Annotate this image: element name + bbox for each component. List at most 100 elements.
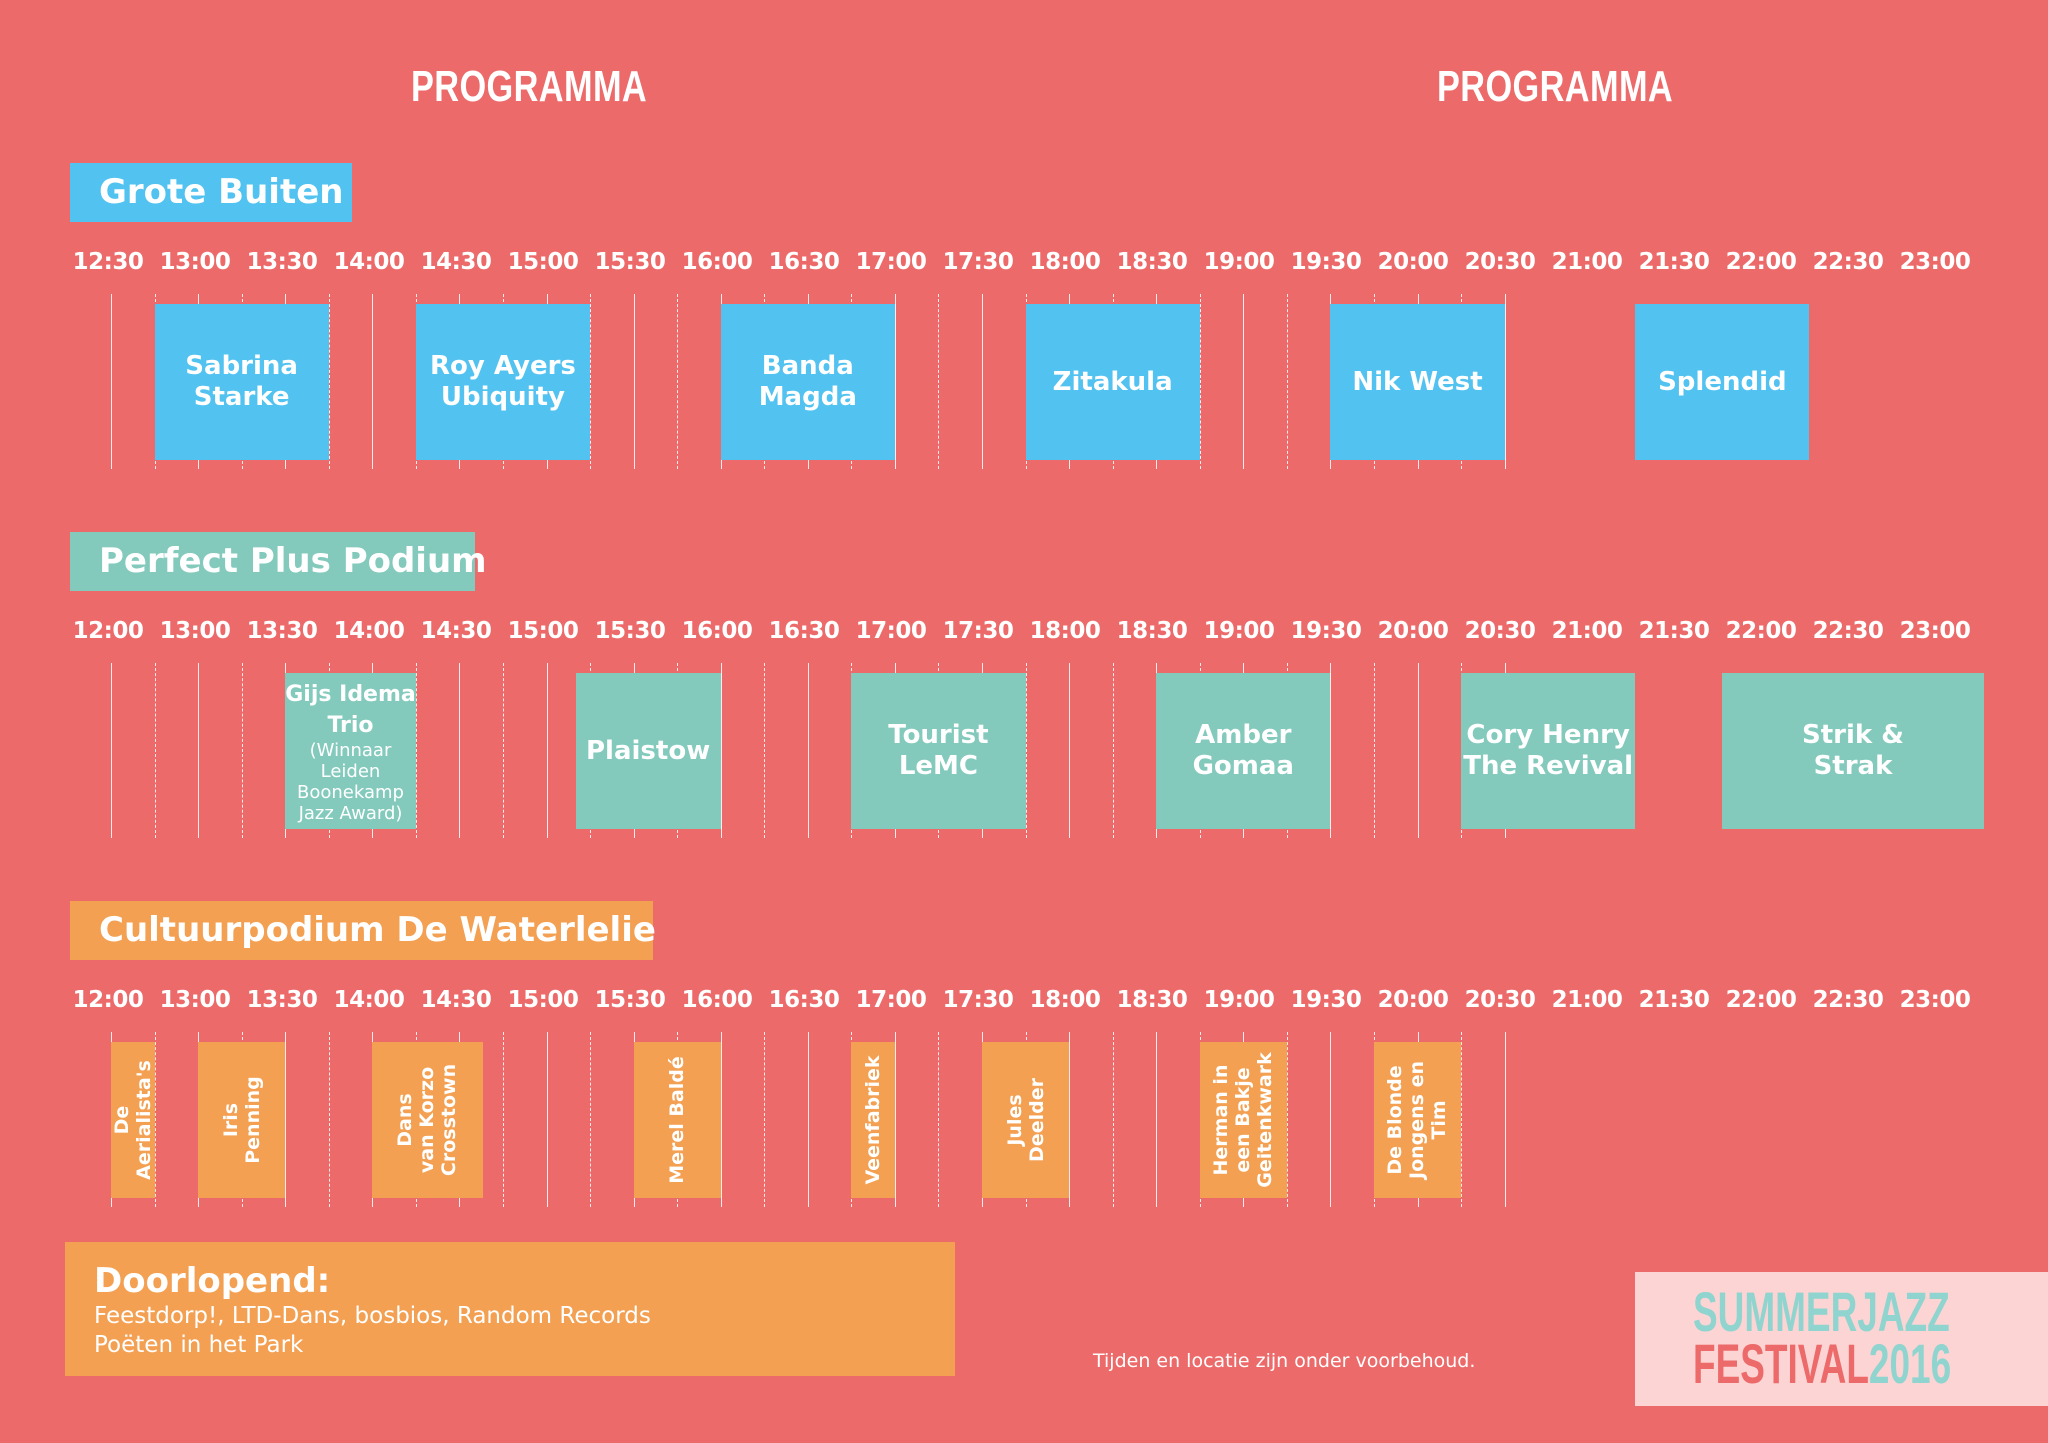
grid-line [328,294,330,469]
grid-line [764,663,766,838]
act-block[interactable]: Amber Gomaa [1156,673,1331,829]
time-label: 19:30 [1290,249,1362,275]
time-label: 14:00 [333,249,405,275]
grid-line [720,663,722,838]
act-name: Cory Henry The Revival [1463,720,1634,781]
doorlopend-line-1: Feestdorp!, LTD-Dans, bosbios, Random Re… [94,1303,651,1329]
act-name: Veenfabriek [862,1055,885,1185]
grid-line [502,663,504,838]
time-label: 19:30 [1290,618,1362,644]
time-label: 21:00 [1551,249,1623,275]
act-block[interactable]: Roy Ayers Ubiquity [415,304,591,460]
time-label: 22:30 [1812,987,1884,1013]
time-label: 19:00 [1203,618,1275,644]
act-block[interactable]: Banda Magda [720,304,895,460]
act-block[interactable]: Splendid [1635,304,1810,460]
act-block[interactable]: Jules Deelder [982,1042,1070,1198]
grid-line [894,1032,896,1207]
act-block[interactable]: Sabrina Starke [154,304,329,460]
grid-line [372,294,374,469]
grid-line [764,1032,766,1207]
logo-line-1: SUMMERJAZZ [1693,1280,1950,1343]
time-label: 15:30 [594,618,666,644]
time-label: 14:00 [333,618,405,644]
act-name: Zitakula [1052,366,1173,397]
act-block[interactable]: Veenfabriek [851,1042,895,1198]
time-label: 17:00 [855,618,927,644]
time-row: 12:30 13:00 13:30 14:00 14:30 15:00 15:30 16:00… [0,249,2048,289]
act-subtitle: (Winnaar Leiden Boonekamp Jazz Award) [297,740,404,824]
time-label: 13:00 [159,618,231,644]
act-name: Splendid [1658,366,1787,397]
time-row: 12:00 13:00 13:30 14:00 14:30 15:00 15:30 16:00… [0,987,2048,1027]
act-block[interactable]: Merel Baldé [633,1042,721,1198]
act-block[interactable]: Gijs Idema Trio (Winnaar Leiden Boonekamp… [285,673,416,829]
time-label: 18:30 [1116,249,1188,275]
time-label: 21:30 [1638,249,1710,275]
grid-line [546,663,548,838]
act-block[interactable]: Strik & Strak [1722,673,1984,829]
programma-heading-left: PROGRAMMA [411,62,648,111]
act-block[interactable]: Zitakula [1025,304,1200,460]
act-block[interactable]: Plaistow [575,673,721,829]
time-label: 20:30 [1464,618,1536,644]
time-label: 21:00 [1551,987,1623,1013]
time-label: 20:30 [1464,249,1536,275]
time-label: 18:30 [1116,618,1188,644]
time-label: 15:30 [594,987,666,1013]
act-block[interactable]: Iris Penning [198,1042,286,1198]
grid-line [938,1032,940,1207]
grid-line [720,1032,722,1207]
time-label: 14:30 [420,987,492,1013]
time-label: 21:00 [1551,618,1623,644]
grid-line [328,1032,330,1207]
time-label: 16:30 [768,618,840,644]
time-label: 16:00 [681,987,753,1013]
time-label: 18:30 [1116,987,1188,1013]
grid-line [590,1032,592,1207]
time-label: 17:30 [942,987,1014,1013]
grid-line [1243,294,1245,469]
programma-heading-right: PROGRAMMA [1437,62,1674,111]
stage-label: Perfect Plus Podium [70,532,487,591]
time-label: 20:00 [1377,987,1449,1013]
time-label: 17:00 [855,249,927,275]
act-block[interactable]: De Blonde Jongens en Tim [1373,1042,1462,1198]
grid-line [198,663,200,838]
time-label: 18:00 [1029,618,1101,644]
act-block[interactable]: Herman in een Bakje Geitenkwark [1199,1042,1287,1198]
grid-line [807,1032,809,1207]
time-label: 16:00 [681,249,753,275]
time-label: 13:30 [246,249,318,275]
grid-line [502,1032,504,1207]
grid-line [677,294,679,469]
act-block[interactable]: Nik West [1330,304,1505,460]
time-label: 22:00 [1725,618,1797,644]
act-block[interactable]: De Aerialista's [111,1042,155,1198]
grid-line [590,294,592,469]
grid-line [807,663,809,838]
act-block[interactable]: Tourist LeMC [851,673,1026,829]
act-name: Iris Penning [219,1076,264,1164]
act-block[interactable]: Cory Henry The Revival [1461,673,1636,829]
time-label: 14:00 [333,987,405,1013]
time-label: 23:00 [1899,618,1971,644]
grid-line [111,294,112,469]
act-name: Banda Magda [758,351,857,412]
time-label: 16:30 [768,249,840,275]
time-label: 22:00 [1725,987,1797,1013]
time-label: 12:00 [72,987,144,1013]
time-label: 13:00 [159,249,231,275]
doorlopend-box: Doorlopend: Feestdorp!, LTD-Dans, bosbio… [65,1242,955,1376]
logo-festival: FESTIVAL [1693,1332,1869,1395]
act-name: Merel Baldé [666,1056,689,1184]
act-name: Herman in een Bakje Geitenkwark [1210,1052,1277,1188]
grid-line [1069,1032,1071,1207]
grid-line [1373,663,1375,838]
grid-line [1112,663,1114,838]
act-block[interactable]: Dans van Korzo Crosstown [372,1042,483,1198]
time-label: 20:00 [1377,618,1449,644]
time-label: 15:30 [594,249,666,275]
act-name: Gijs Idema Trio [285,682,416,738]
doorlopend-title: Doorlopend: [94,1261,331,1301]
